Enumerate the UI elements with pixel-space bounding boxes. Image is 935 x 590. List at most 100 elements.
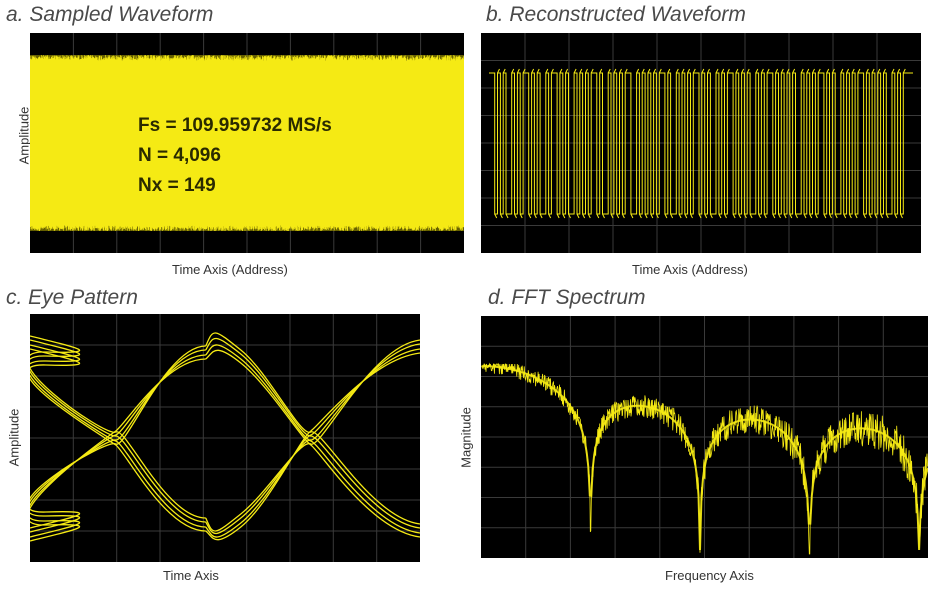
edge-ringing — [519, 213, 523, 219]
edge-ringing — [874, 213, 878, 219]
edge-ringing — [548, 213, 552, 219]
fft-spectrum-plot — [481, 316, 928, 558]
edge-ringing — [891, 68, 895, 74]
edge-ringing — [715, 68, 719, 74]
edge-ringing — [766, 68, 770, 74]
edge-ringing — [664, 213, 668, 219]
eye-trace-falling — [205, 337, 420, 529]
edge-ringing — [516, 68, 520, 74]
edge-ringing — [619, 68, 622, 74]
edge-ringing — [536, 68, 540, 74]
edge-ringing — [877, 68, 881, 74]
edge-ringing — [655, 213, 659, 219]
edge-ringing — [863, 213, 867, 219]
eye-trace-falling — [30, 348, 206, 532]
edge-ringing — [698, 213, 702, 219]
edge-ringing — [885, 213, 889, 219]
edge-ringing — [587, 213, 591, 219]
edge-ringing — [607, 68, 611, 74]
edge-ringing — [647, 68, 651, 74]
edge-ringing — [562, 213, 566, 219]
edge-ringing — [644, 213, 648, 219]
edge-ringing — [758, 213, 762, 219]
edge-ringing — [531, 68, 535, 74]
edge-ringing — [678, 213, 682, 219]
edge-ringing — [806, 68, 810, 74]
edge-ringing — [701, 68, 705, 74]
edge-ringing — [829, 213, 832, 219]
edge-ringing — [499, 213, 503, 219]
panel-a-title: a. Sampled Waveform — [6, 3, 214, 26]
edge-ringing — [505, 213, 509, 219]
eye-trace-falling — [205, 344, 420, 534]
edge-ringing — [650, 213, 654, 219]
edge-ringing — [514, 213, 517, 219]
edge-ringing — [834, 213, 838, 219]
eye-trace-falling — [30, 344, 206, 528]
edge-ringing — [502, 68, 506, 74]
sampled-waveform-plot: Fs = 109.959732 MS/s N = 4,096 Nx = 149 — [30, 33, 464, 253]
edge-ringing — [568, 213, 571, 219]
edge-ringing — [585, 68, 588, 74]
edge-ringing — [522, 68, 526, 74]
edge-ringing — [658, 68, 662, 74]
panel-b-title: b. Reconstructed Waveform — [486, 3, 746, 26]
eye-trace-falling — [205, 332, 420, 525]
edge-ringing — [814, 213, 818, 219]
edge-ringing — [613, 68, 617, 74]
edge-ringing — [675, 68, 679, 74]
edge-ringing — [778, 213, 781, 219]
edge-ringing — [840, 68, 844, 74]
panel-b-xlabel: Time Axis (Address) — [632, 262, 748, 277]
panel-c-ylabel: Amplitude — [6, 408, 22, 467]
edge-ringing — [831, 68, 835, 74]
edge-ringing — [851, 68, 855, 74]
edge-ringing — [709, 213, 713, 219]
edge-ringing — [590, 68, 594, 74]
edge-ringing — [533, 213, 537, 219]
edge-ringing — [897, 68, 901, 74]
edge-ringing — [556, 213, 560, 219]
edge-ringing — [704, 213, 708, 219]
edge-ringing — [726, 68, 730, 74]
eye-trace-falling — [30, 339, 206, 523]
edge-ringing — [624, 68, 628, 74]
edge-ringing — [621, 213, 625, 219]
edge-ringing — [630, 213, 634, 219]
edge-ringing — [732, 213, 736, 219]
edge-ringing — [539, 213, 543, 219]
edge-ringing — [826, 68, 830, 74]
edge-ringing — [848, 213, 852, 219]
edge-ringing — [582, 213, 586, 219]
edge-ringing — [616, 213, 620, 219]
eye-trace-rising — [30, 358, 206, 542]
edge-ringing — [846, 68, 850, 74]
panel-c-xlabel: Time Axis — [163, 568, 219, 583]
eye-pattern-plot — [30, 314, 420, 562]
edge-ringing — [559, 68, 563, 74]
annotation-text: N = 4,096 — [138, 145, 221, 166]
edge-ringing — [755, 68, 759, 74]
edge-ringing — [843, 213, 847, 219]
edge-ringing — [857, 68, 861, 74]
edge-ringing — [738, 213, 742, 219]
edge-ringing — [817, 68, 821, 74]
edge-ringing — [786, 68, 790, 74]
edge-ringing — [760, 68, 764, 74]
eye-trace-falling — [205, 349, 420, 538]
edge-ringing — [707, 68, 710, 74]
edge-ringing — [545, 68, 549, 74]
annotation-text: Fs = 109.959732 MS/s — [138, 115, 332, 136]
edge-ringing — [880, 213, 884, 219]
edge-ringing — [894, 213, 898, 219]
edge-ringing — [800, 68, 804, 74]
eye-trace-rising — [30, 354, 206, 538]
eye-trace-rising — [30, 345, 206, 529]
edge-ringing — [746, 68, 750, 74]
edge-ringing — [497, 68, 500, 74]
panel-a-xlabel: Time Axis (Address) — [172, 262, 288, 277]
eye-trace-falling — [30, 335, 206, 519]
eye-trace-rising — [205, 339, 420, 532]
edge-ringing — [812, 68, 815, 74]
panel-d-title: d. FFT Spectrum — [488, 286, 646, 309]
